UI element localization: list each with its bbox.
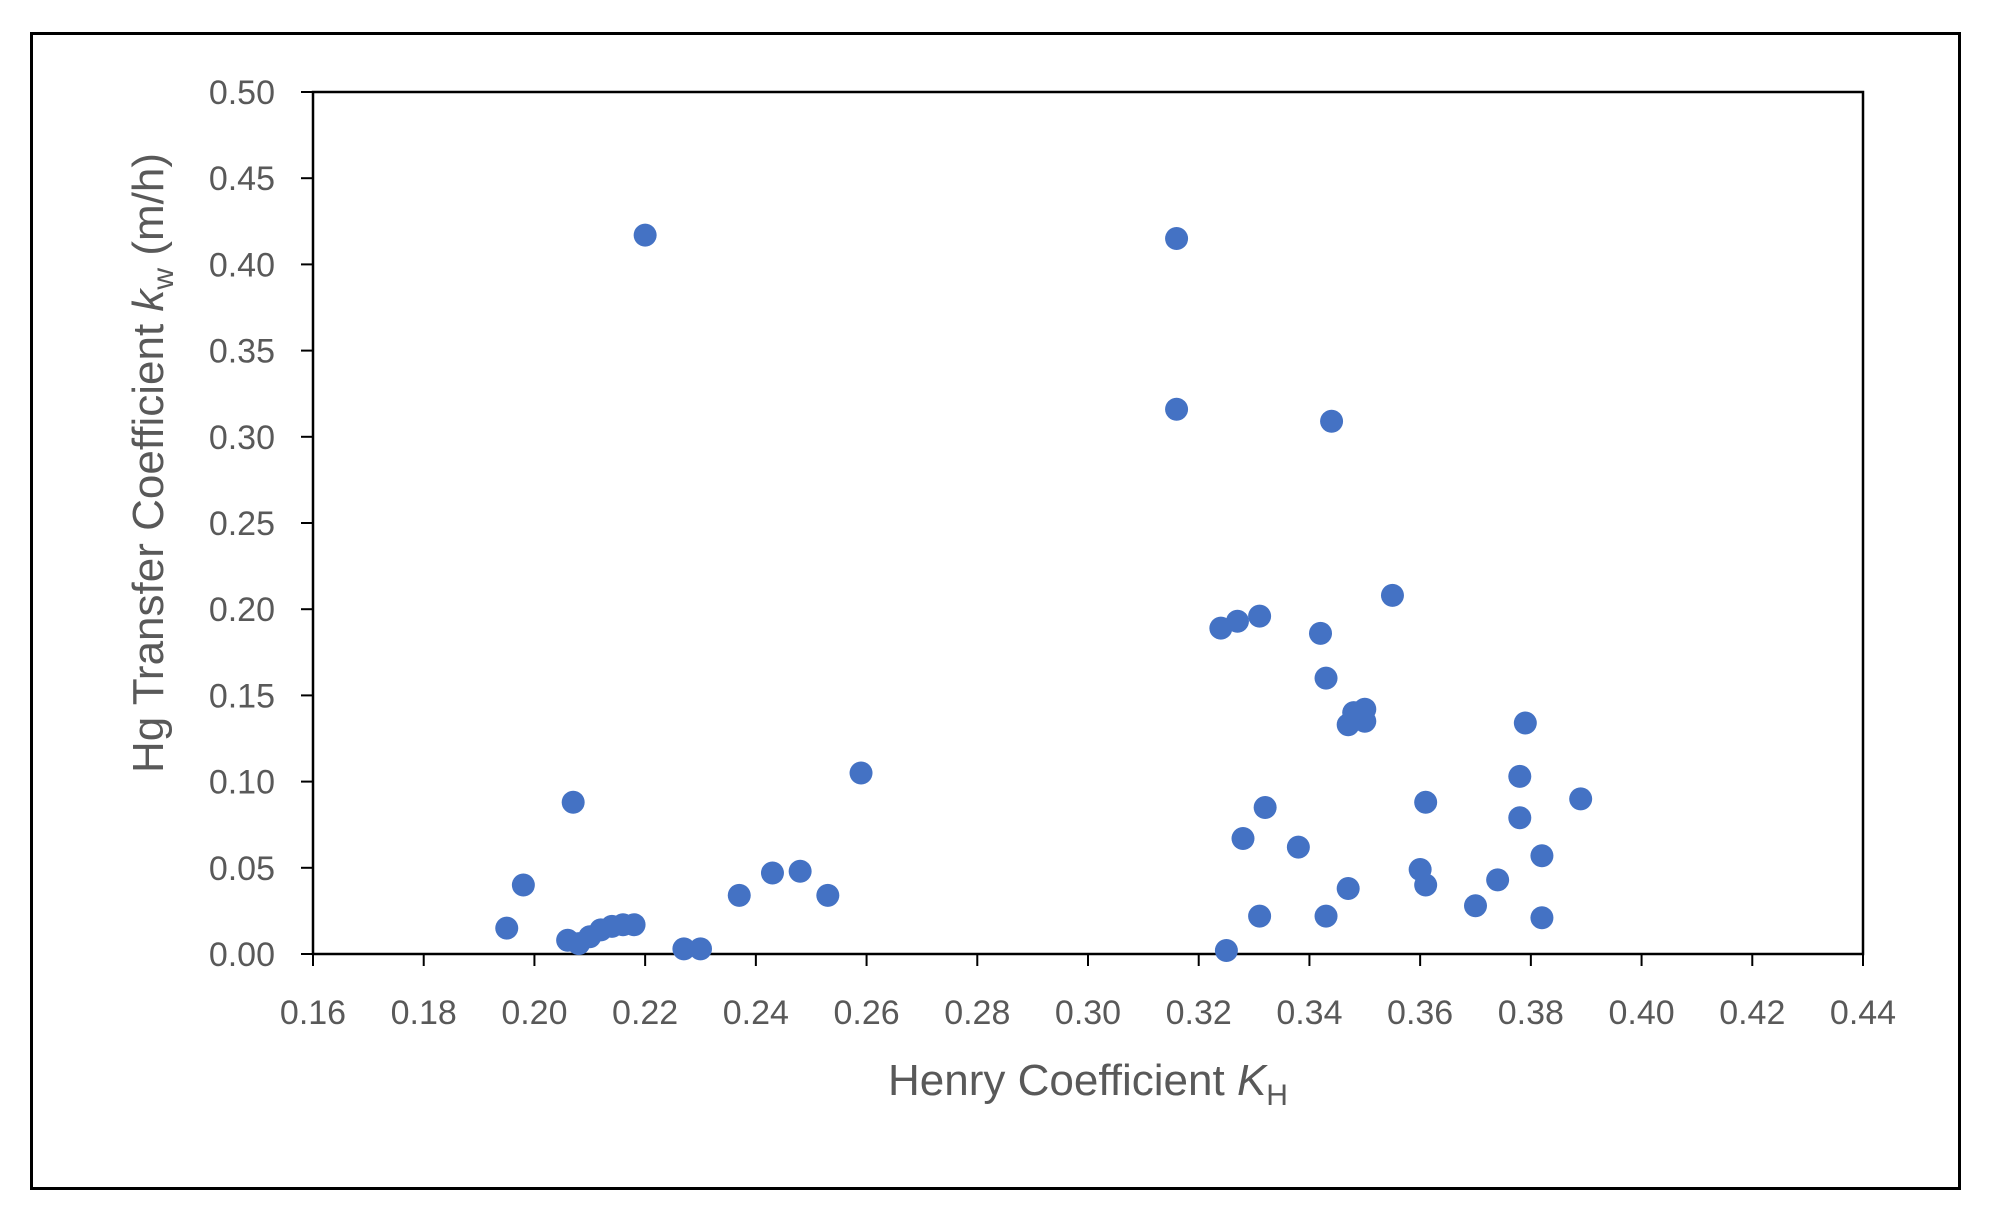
x-axis-title-symbol: K (1237, 1056, 1268, 1105)
x-tick-label: 0.38 (1498, 994, 1564, 1032)
y-tick-label: 0.05 (209, 850, 275, 888)
data-point (760, 861, 784, 885)
data-point (1165, 397, 1189, 421)
y-axis-title-text: Hg Transfer Coefficient (124, 312, 173, 773)
x-tick-label: 0.44 (1830, 994, 1896, 1032)
data-point (1464, 894, 1487, 918)
x-tick-label: 0.22 (612, 994, 678, 1032)
y-tick-label: 0.30 (209, 419, 275, 457)
y-axis-title-unit: (m/h) (124, 153, 173, 268)
x-tick-label: 0.26 (833, 994, 899, 1032)
data-point (1353, 697, 1377, 721)
data-point (1253, 795, 1277, 819)
data-point (1530, 906, 1554, 930)
data-point (689, 937, 712, 961)
x-tick-label: 0.42 (1719, 994, 1785, 1032)
data-point (788, 859, 812, 883)
chart-frame: 0.16 0.18 0.20 0.22 0.24 0.26 0.28 0.30 0.32 0.34… (30, 32, 1961, 1190)
data-point (1530, 844, 1554, 868)
data-point (1414, 873, 1438, 897)
data-point (1513, 711, 1537, 735)
x-tick-label: 0.20 (501, 994, 567, 1032)
data-point (1508, 806, 1532, 830)
data-point (1314, 904, 1338, 928)
data-point (1569, 787, 1593, 811)
data-point (672, 937, 696, 961)
x-tick-label: 0.34 (1276, 994, 1342, 1032)
data-point (1336, 876, 1360, 900)
data-point (1508, 764, 1532, 788)
x-tick-group: 0.16 0.18 0.20 0.22 0.24 0.26 0.28 0.30 0.32 0.34… (280, 954, 1896, 1032)
x-tick-label: 0.30 (1055, 994, 1121, 1032)
y-axis-title: Hg Transfer Coefficient kw (m/h) (124, 153, 180, 773)
data-point (1225, 609, 1249, 633)
data-point (849, 761, 873, 785)
y-tick-label: 0.15 (209, 677, 275, 715)
data-point (511, 873, 535, 897)
data-point (1248, 904, 1272, 928)
data-point (1248, 604, 1272, 628)
data-point (1380, 583, 1404, 607)
y-tick-label: 0.10 (209, 764, 275, 802)
x-tick-label: 0.16 (280, 994, 346, 1032)
data-point (1214, 939, 1238, 963)
data-point (495, 916, 519, 940)
x-tick-label: 0.40 (1608, 994, 1674, 1032)
data-point (1309, 621, 1332, 645)
data-point (1165, 227, 1189, 251)
x-tick-label: 0.24 (723, 994, 789, 1032)
data-point (1414, 790, 1438, 814)
data-point (1320, 409, 1344, 433)
y-axis-title-symbol: k (124, 288, 173, 312)
data-point (1231, 826, 1255, 850)
y-tick-label: 0.40 (209, 246, 275, 284)
y-tick-label: 0.20 (209, 591, 275, 629)
y-axis-title-subscript: w (147, 268, 180, 291)
data-point (816, 883, 840, 907)
y-tick-label: 0.35 (209, 333, 275, 371)
plot-area (311, 90, 1865, 956)
x-tick-label: 0.32 (1166, 994, 1232, 1032)
x-tick-label: 0.18 (391, 994, 457, 1032)
data-point (1486, 868, 1510, 892)
data-point (727, 883, 751, 907)
data-points (495, 223, 1593, 963)
scatter-chart: 0.16 0.18 0.20 0.22 0.24 0.26 0.28 0.30 0.32 0.34… (124, 74, 1896, 1112)
x-axis-title-subscript: H (1266, 1079, 1288, 1112)
x-tick-label: 0.36 (1387, 994, 1453, 1032)
data-point (1286, 835, 1310, 859)
y-tick-label: 0.50 (209, 74, 275, 112)
x-axis-title-text: Henry Coefficient (888, 1056, 1237, 1105)
data-point (622, 913, 646, 937)
data-point (561, 790, 585, 814)
y-tick-group: 0.00 0.05 0.10 0.15 0.20 0.25 0.30 0.35 0.40 0.45… (209, 74, 313, 974)
y-tick-label: 0.45 (209, 160, 275, 198)
data-point (633, 223, 657, 247)
x-axis-title: Henry Coefficient KH (888, 1056, 1288, 1112)
y-tick-label: 0.25 (209, 505, 275, 543)
data-point (1314, 666, 1338, 690)
y-tick-label: 0.00 (209, 936, 275, 974)
x-tick-label: 0.28 (944, 994, 1010, 1032)
